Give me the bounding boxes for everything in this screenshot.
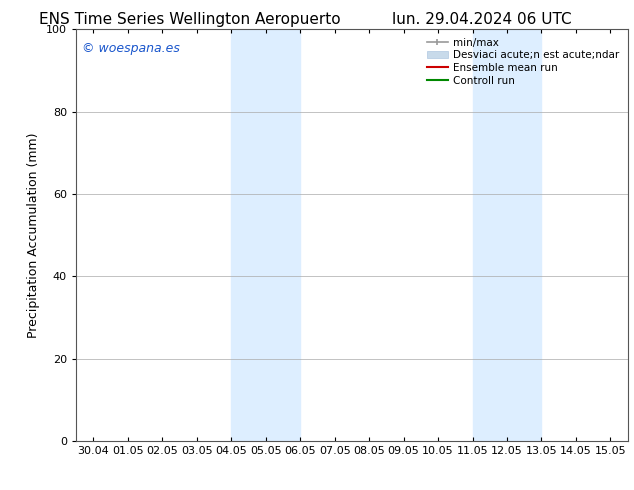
Legend: min/max, Desviaci acute;n est acute;ndar, Ensemble mean run, Controll run: min/max, Desviaci acute;n est acute;ndar… [424, 35, 623, 89]
Text: ENS Time Series Wellington Aeropuerto: ENS Time Series Wellington Aeropuerto [39, 12, 341, 27]
Text: © woespana.es: © woespana.es [82, 42, 179, 55]
Y-axis label: Precipitation Accumulation (mm): Precipitation Accumulation (mm) [27, 132, 41, 338]
Bar [231, 29, 300, 441]
Text: lun. 29.04.2024 06 UTC: lun. 29.04.2024 06 UTC [392, 12, 572, 27]
Bar [472, 29, 541, 441]
